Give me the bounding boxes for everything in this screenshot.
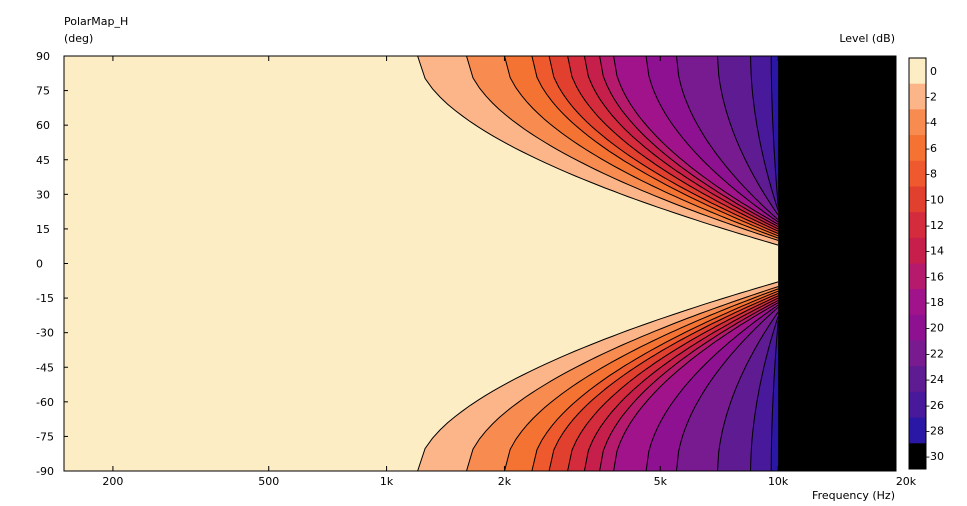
y-tick-label: -30 — [36, 327, 54, 340]
contour-line-4-upper — [466, 56, 779, 241]
colorbar-swatch — [909, 391, 926, 419]
colorbar-swatch — [909, 340, 926, 367]
contour-line-2-upper — [417, 56, 779, 246]
y-tick-label: 75 — [36, 85, 50, 98]
colorbar-tick-label: 0 — [930, 65, 937, 78]
y-tick-label: 60 — [36, 119, 50, 132]
contour-line-22-upper — [676, 56, 779, 221]
colorbar-swatch — [909, 135, 926, 162]
y-tick-label: 45 — [36, 154, 50, 167]
colorbar-swatch — [909, 58, 926, 85]
y-tick-label: -75 — [36, 430, 54, 443]
contour-line-26-upper — [750, 56, 779, 211]
colorbar-tick-label: -18 — [926, 296, 944, 309]
x-tick-label: 20k — [896, 475, 917, 488]
no-data-region — [778, 56, 896, 471]
colorbar-swatch — [909, 289, 926, 316]
x-tick-label: 1k — [380, 475, 394, 488]
colorbar-frame — [908, 57, 927, 470]
contour-line-28-upper — [770, 56, 779, 206]
y-tick-label: -60 — [36, 396, 54, 409]
x-tick-label: 200 — [102, 475, 123, 488]
colorbar-tick-label: -16 — [926, 270, 944, 283]
contour-line-6-upper — [504, 56, 779, 239]
x-tick-label: 500 — [258, 475, 279, 488]
colorbar: 0 -2 -4 -6 -8 -10 -12 -14 -16 -18 -20 -22 -24 -26 -28 -… — [908, 57, 944, 470]
colorbar-tick-label: -24 — [926, 373, 944, 386]
colorbar-swatch — [909, 443, 926, 470]
contour-line-18-lower — [613, 302, 779, 471]
colorbar-tick-label: -2 — [926, 91, 937, 104]
contour-line-14-lower — [583, 297, 779, 471]
y-tick-label: 90 — [36, 50, 50, 63]
contour-line-10-upper — [548, 56, 779, 234]
contour-line-20-lower — [645, 304, 779, 471]
y-tick-label: -45 — [36, 361, 54, 374]
y-axis: 90 75 60 45 30 15 0 -15 -30 -45 -60 -75 -90 — [36, 50, 896, 478]
level-region-28-lower — [771, 321, 780, 471]
contour-line-20-upper — [645, 56, 779, 223]
colorbar-tick-label: -10 — [926, 193, 944, 206]
y-tick-label: -90 — [36, 465, 54, 478]
colorbar-swatch — [909, 237, 926, 264]
colorbar-swatch — [909, 212, 926, 239]
y-tick-label: 0 — [36, 258, 43, 271]
x-tick-label: 5k — [654, 475, 668, 488]
colorbar-swatch — [909, 109, 926, 136]
colorbar-tick-label: -30 — [926, 450, 944, 463]
level-region-28-upper — [771, 56, 780, 206]
colorbar-swatch — [909, 160, 926, 187]
plot-area — [63, 55, 897, 472]
colorbar-tick-label: -28 — [926, 424, 944, 437]
contour-line-12-upper — [567, 56, 779, 232]
contour-line-10-lower — [548, 293, 779, 471]
colorbar-swatch — [909, 314, 926, 342]
contour-line-12-lower — [567, 295, 779, 471]
colorbar-tick-label: -4 — [926, 116, 937, 129]
colorbar-swatch — [909, 366, 926, 393]
x-tick-label: 10k — [768, 475, 789, 488]
x-axis-label: Frequency (Hz) — [812, 489, 895, 502]
y-tick-label: 30 — [36, 188, 50, 201]
colorbar-swatch — [909, 83, 926, 110]
colorbar-tick-label: -12 — [926, 219, 944, 232]
contour-line-14-upper — [583, 56, 779, 230]
contour-line-28-lower — [770, 321, 779, 471]
x-tick-label: 2k — [498, 475, 512, 488]
contour-line-24-upper — [717, 56, 779, 216]
y-tick-label: -15 — [36, 292, 54, 305]
contour-line-8-upper — [531, 56, 779, 237]
colorbar-tick-label: -14 — [926, 245, 944, 258]
colorbar-tick-label: -6 — [926, 142, 937, 155]
colorbar-swatch — [909, 186, 926, 213]
colorbar-label: Level (dB) — [839, 32, 895, 45]
colorbar-swatch — [909, 417, 926, 444]
contour-line-26-lower — [750, 316, 779, 471]
colorbar-tick-label: -20 — [926, 322, 944, 335]
x-axis: 200 500 1k 2k 5k 10k 20k — [102, 56, 917, 488]
contour-line-24-lower — [717, 311, 779, 471]
contour-line-2-lower — [417, 281, 779, 471]
y-axis-label: (deg) — [64, 32, 93, 45]
contour-line-4-lower — [466, 286, 779, 471]
colorbar-swatch — [909, 263, 926, 290]
contour-line-16-upper — [599, 56, 779, 228]
contour-line-16-lower — [599, 299, 779, 471]
colorbar-tick-label: -8 — [926, 168, 937, 181]
chart-title: PolarMap_H — [64, 15, 128, 28]
contour-line-8-lower — [531, 290, 779, 471]
colorbar-tick-label: -26 — [926, 399, 944, 412]
y-tick-label: 15 — [36, 223, 50, 236]
contour-line-6-lower — [504, 288, 779, 471]
contour-line-18-upper — [613, 56, 779, 225]
contour-line-22-lower — [676, 306, 779, 471]
colorbar-tick-label: -22 — [926, 347, 944, 360]
